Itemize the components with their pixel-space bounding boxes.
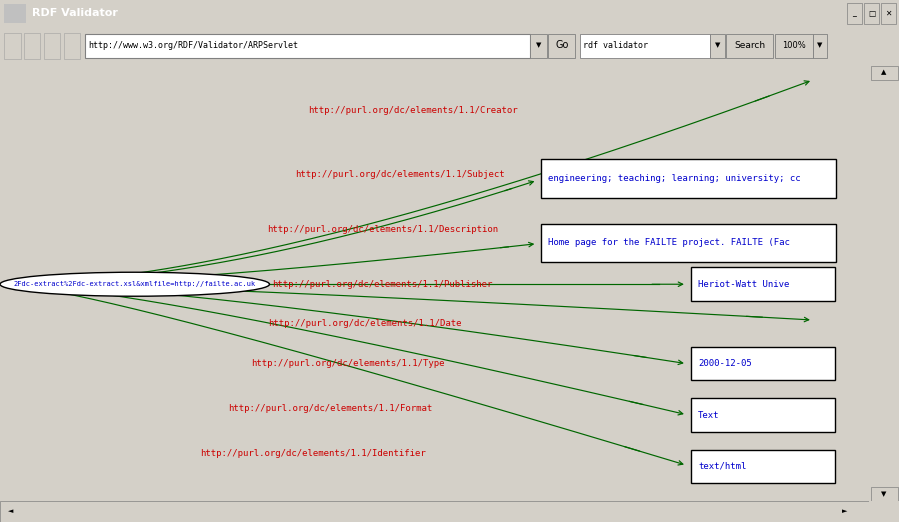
Text: http://purl.org/dc/elements/1.1/Date: http://purl.org/dc/elements/1.1/Date xyxy=(269,318,462,328)
Bar xyxy=(4,33,21,59)
Bar xyxy=(85,34,530,58)
Text: □: □ xyxy=(868,8,876,18)
Text: http://purl.org/dc/elements/1.1/Type: http://purl.org/dc/elements/1.1/Type xyxy=(251,359,444,368)
Text: http://purl.org/dc/elements/1.1/Publisher: http://purl.org/dc/elements/1.1/Publishe… xyxy=(272,280,493,289)
Text: _: _ xyxy=(852,8,857,18)
Bar xyxy=(813,34,827,58)
Bar xyxy=(540,223,836,262)
Text: http://purl.org/dc/elements/1.1/Identifier: http://purl.org/dc/elements/1.1/Identifi… xyxy=(200,449,426,458)
Bar xyxy=(864,3,879,25)
Bar xyxy=(847,3,862,25)
Text: ▼: ▼ xyxy=(536,42,541,48)
Bar xyxy=(44,33,60,59)
Bar xyxy=(691,450,834,483)
Text: ▼: ▼ xyxy=(715,42,720,48)
Bar xyxy=(548,34,575,58)
Bar xyxy=(691,398,834,432)
Bar xyxy=(710,34,725,58)
Text: ▼: ▼ xyxy=(817,42,823,48)
Bar xyxy=(691,347,834,380)
Text: Text: Text xyxy=(699,411,719,420)
Text: 100%: 100% xyxy=(782,41,806,50)
Text: rdf validator: rdf validator xyxy=(583,41,647,50)
Text: 2000-12-05: 2000-12-05 xyxy=(699,359,752,368)
Bar xyxy=(871,66,897,80)
Bar xyxy=(64,33,80,59)
Bar xyxy=(540,159,836,198)
Text: ►: ► xyxy=(842,508,848,515)
Bar xyxy=(881,3,896,25)
Bar xyxy=(4,4,26,23)
Text: 2Fdc-extract%2Fdc-extract.xsl&xmlfile=http://failte.ac.uk: 2Fdc-extract%2Fdc-extract.xsl&xmlfile=ht… xyxy=(13,281,256,287)
Text: http://purl.org/dc/elements/1.1/Description: http://purl.org/dc/elements/1.1/Descript… xyxy=(267,225,498,234)
Text: Heriot-Watt Unive: Heriot-Watt Unive xyxy=(699,280,789,289)
Bar xyxy=(580,34,710,58)
Bar xyxy=(871,487,897,501)
Text: Home page for the FAILTE project. FAILTE (Fac: Home page for the FAILTE project. FAILTE… xyxy=(547,238,789,247)
Bar xyxy=(775,34,813,58)
Text: http://www.w3.org/RDF/Validator/ARPServlet: http://www.w3.org/RDF/Validator/ARPServl… xyxy=(88,41,298,50)
Text: RDF Validator: RDF Validator xyxy=(32,8,119,18)
Text: Go: Go xyxy=(556,40,568,50)
Text: engineering; teaching; learning; university; cc: engineering; teaching; learning; univers… xyxy=(547,174,800,183)
Text: http://purl.org/dc/elements/1.1/Subject: http://purl.org/dc/elements/1.1/Subject xyxy=(295,170,504,179)
Text: ✕: ✕ xyxy=(886,8,892,18)
Text: ◄: ◄ xyxy=(8,508,13,515)
Bar xyxy=(24,33,40,59)
Text: http://purl.org/dc/elements/1.1/Creator: http://purl.org/dc/elements/1.1/Creator xyxy=(308,106,518,115)
Bar xyxy=(691,267,834,301)
Bar xyxy=(530,34,547,58)
Text: ▲: ▲ xyxy=(882,69,886,76)
Text: http://purl.org/dc/elements/1.1/Format: http://purl.org/dc/elements/1.1/Format xyxy=(228,404,432,413)
Ellipse shape xyxy=(0,272,270,296)
Text: ▼: ▼ xyxy=(882,491,886,497)
Text: Search: Search xyxy=(734,41,765,50)
Bar xyxy=(726,34,773,58)
Text: text/html: text/html xyxy=(699,462,746,471)
